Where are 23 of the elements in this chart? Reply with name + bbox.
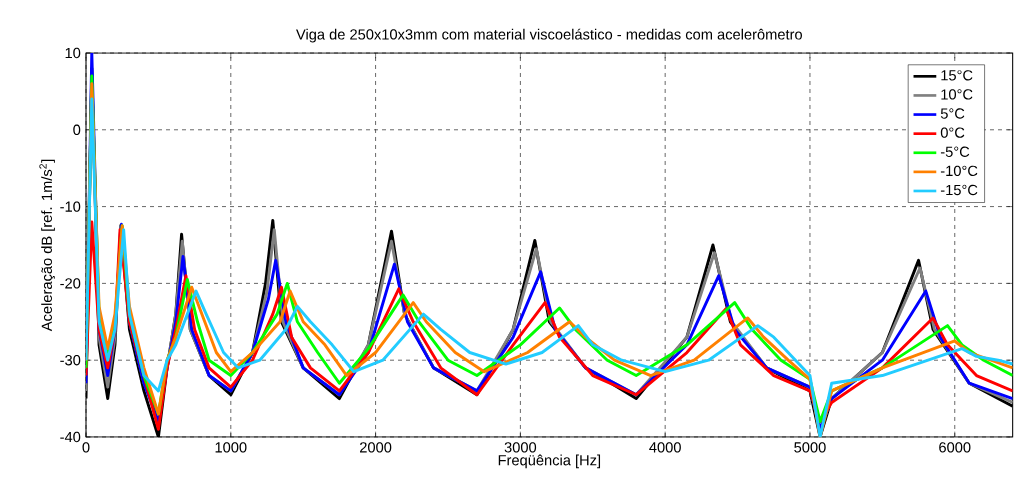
x-axis-title: Freqüência [Hz] (498, 454, 601, 469)
y-axis-title: Aceleração dB [ref. 1m/s$^{2}$] (39, 159, 55, 332)
y-tick-label: -40 (60, 431, 81, 443)
legend-label: -5°C (940, 146, 970, 157)
y-tick-label: 0 (73, 124, 81, 135)
chart-title: Viga de 250x10x3mm com material viscoelástico - medidas com acelerômetro (296, 28, 802, 43)
x-tick-label: 1000 (215, 442, 247, 453)
x-tick-label: 0 (82, 442, 90, 453)
x-tick-label: 5000 (794, 442, 826, 453)
legend-label: -15°C (940, 184, 978, 196)
y-tick-label: -30 (60, 355, 81, 366)
y-tick-label: -10 (60, 201, 81, 212)
x-tick-label: 6000 (939, 442, 971, 453)
legend-label: 0°C (940, 127, 965, 138)
y-tick-label: 10 (65, 47, 81, 59)
x-tick-label: 3000 (504, 442, 537, 453)
legend-label: -10°C (940, 165, 978, 177)
legend-label: 5°C (940, 108, 965, 119)
legend-label: 10°C (941, 89, 973, 100)
x-tick-label: 4000 (649, 442, 681, 453)
y-tick-label: -20 (60, 278, 81, 289)
x-tick-label: 2000 (360, 442, 392, 453)
legend-label: 15°C (941, 70, 973, 81)
